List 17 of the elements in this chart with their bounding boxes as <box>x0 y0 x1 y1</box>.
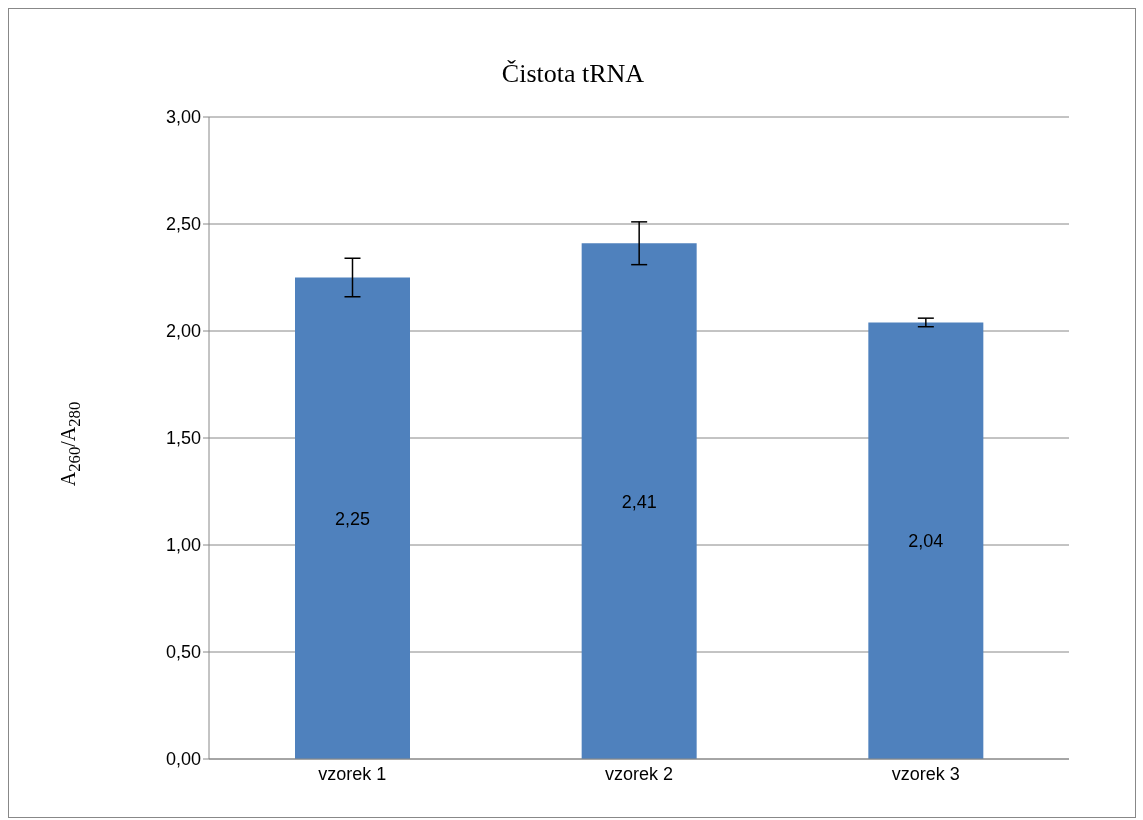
y-tick-label: 2,50 <box>165 214 201 235</box>
bar <box>868 322 984 759</box>
data-label: 2,25 <box>334 508 371 529</box>
bar <box>581 243 697 759</box>
y-tick-label: 3,00 <box>165 107 201 128</box>
chart-title: Čistota tRNA <box>500 59 646 89</box>
data-label: 2,04 <box>908 531 944 552</box>
y-tick-label: 1,50 <box>165 428 201 449</box>
y-tick-label: 0,50 <box>165 642 201 663</box>
y-tick-label: 1,00 <box>165 535 201 556</box>
y-tick-label: 2,00 <box>165 321 201 342</box>
x-tick-label: vzorek 3 <box>891 763 960 784</box>
data-label: 2,41 <box>621 491 657 512</box>
x-tick-label: vzorek 2 <box>604 763 674 784</box>
bar <box>295 277 410 759</box>
y-tick-label: 0,00 <box>165 749 201 770</box>
x-tick-label: vzorek 1 <box>318 763 387 784</box>
